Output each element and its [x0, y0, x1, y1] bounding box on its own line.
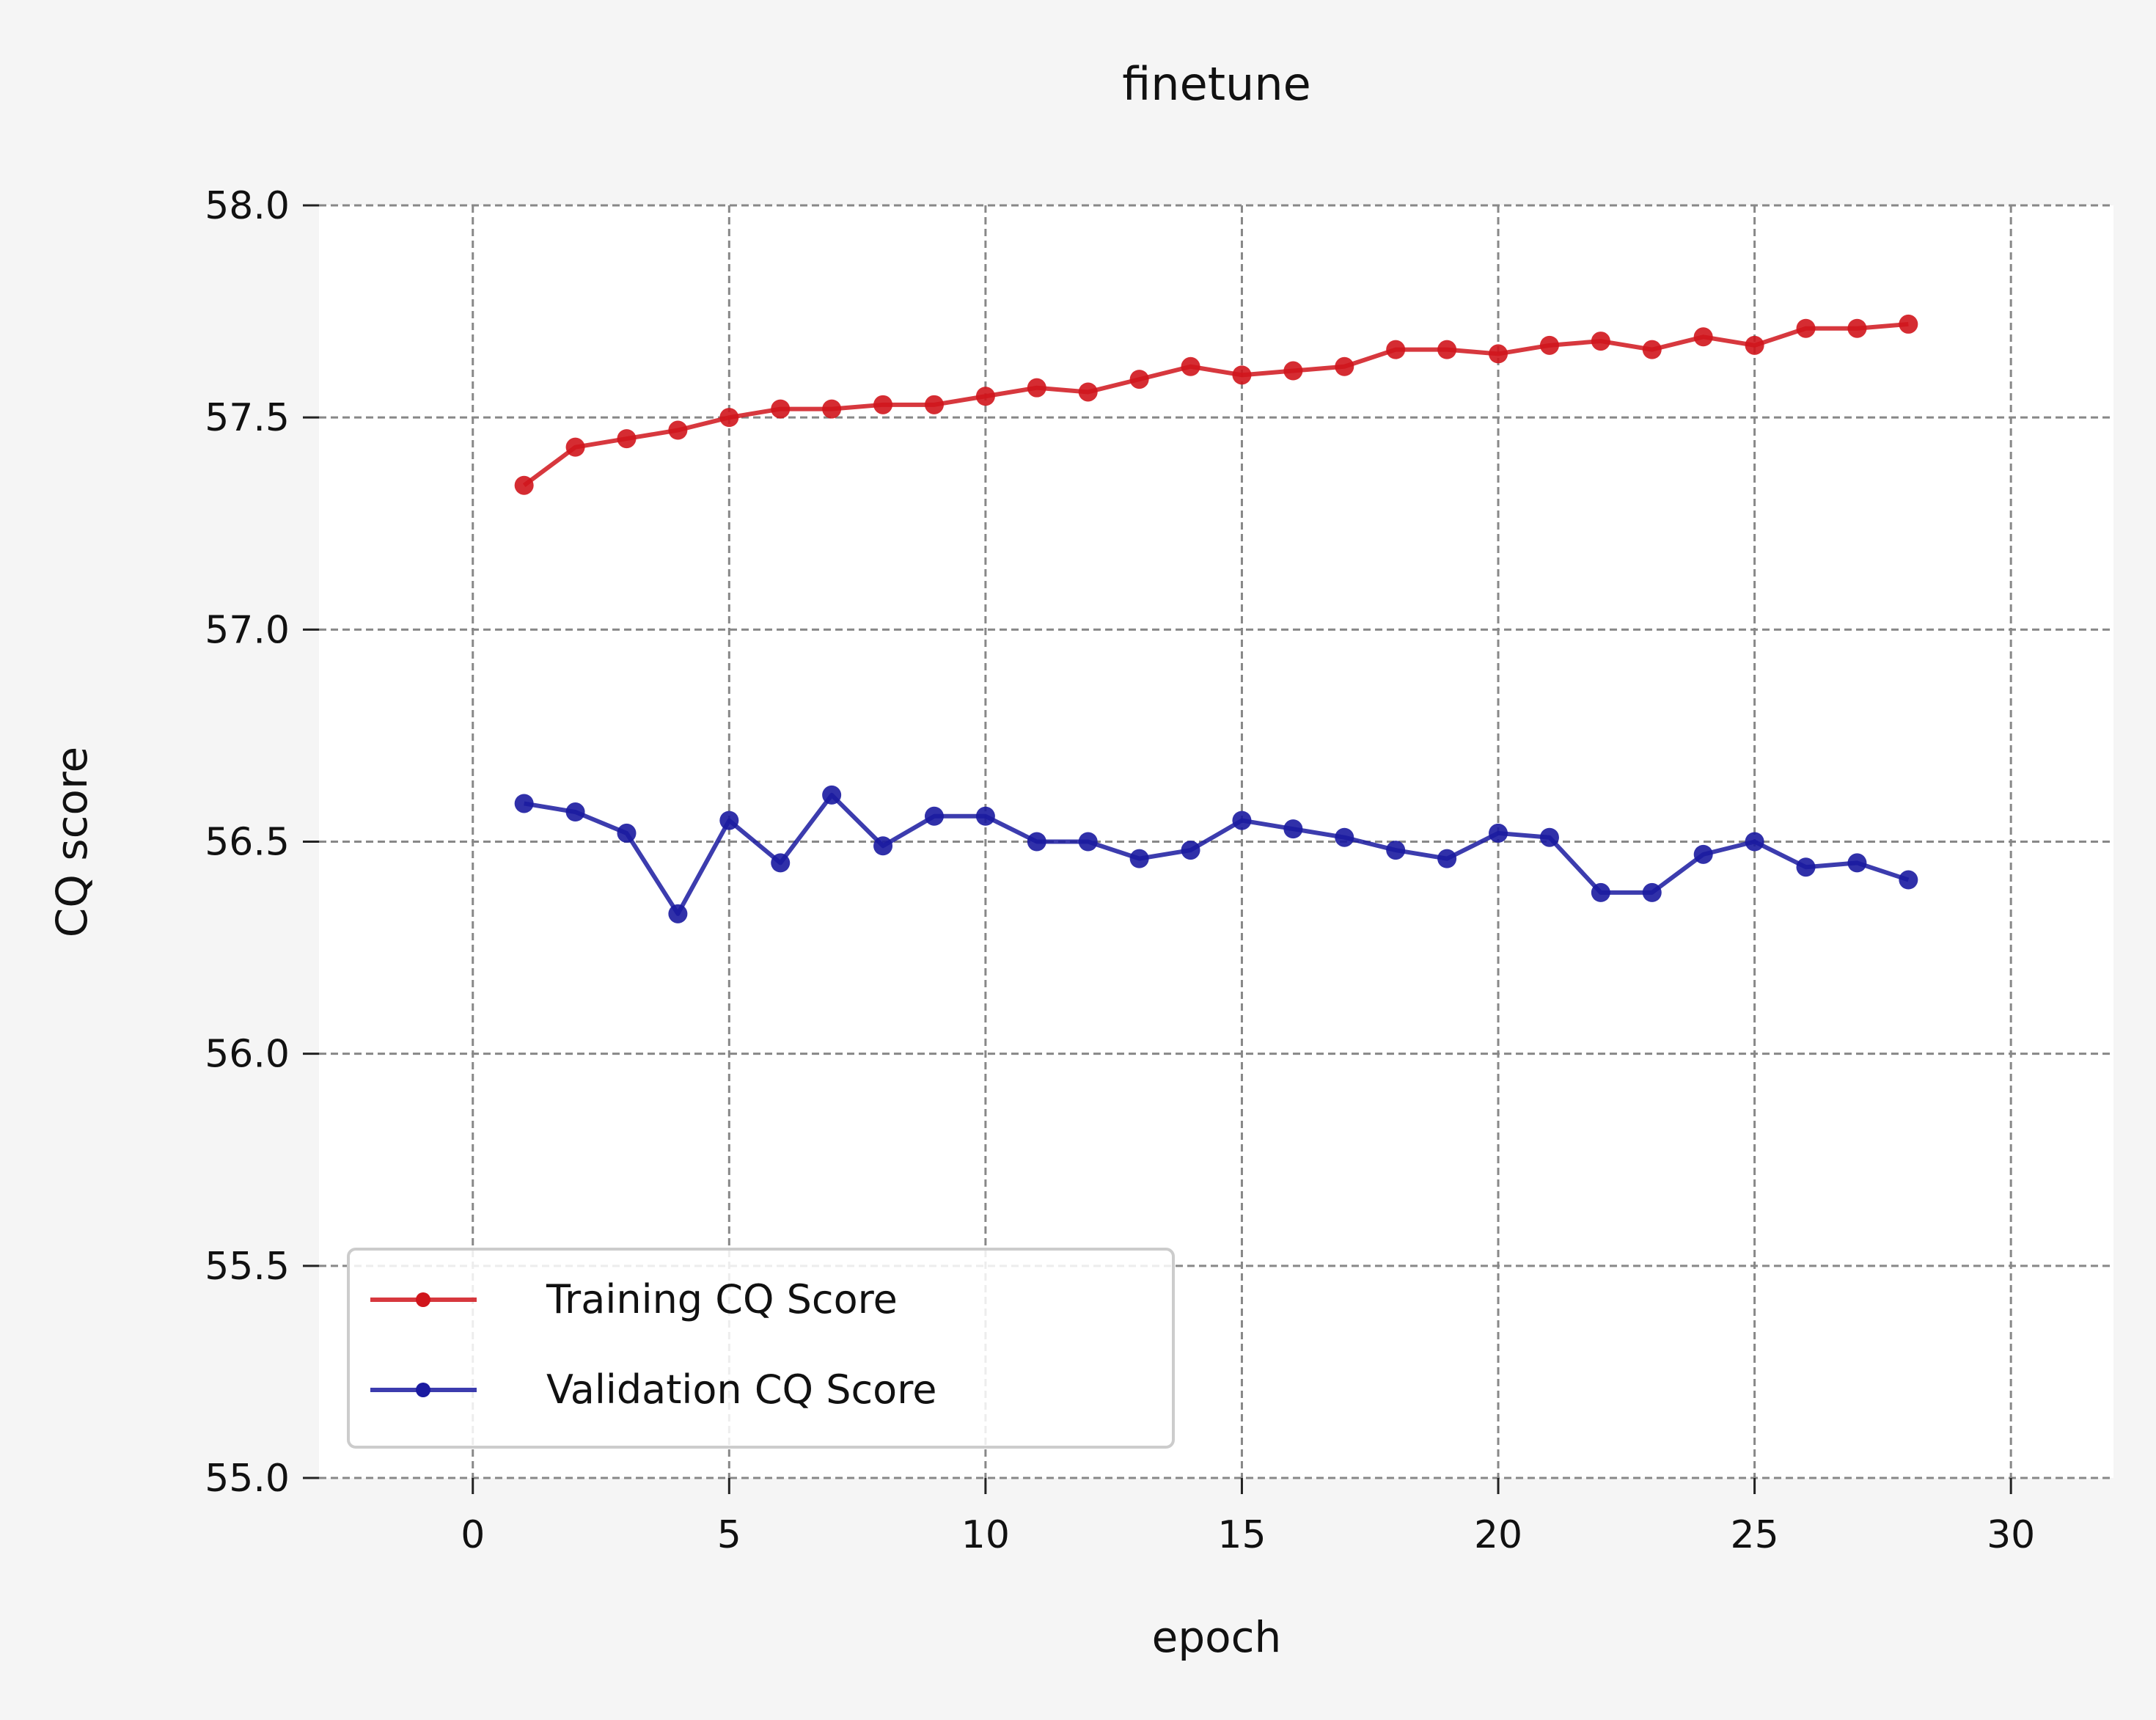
- data-point-1: [1642, 882, 1662, 902]
- legend-label-validation: Validation CQ Score: [546, 1366, 936, 1413]
- data-point-1: [924, 806, 944, 826]
- data-point-0: [1437, 340, 1457, 359]
- data-point-1: [1539, 827, 1559, 847]
- data-point-1: [771, 853, 791, 873]
- data-point-1: [1027, 832, 1046, 852]
- data-point-0: [1335, 356, 1354, 376]
- data-point-0: [514, 475, 534, 495]
- x-tick-label: 0: [461, 1513, 485, 1557]
- data-point-0: [924, 395, 944, 414]
- y-tick-label: 56.0: [205, 1033, 290, 1077]
- data-point-0: [1489, 344, 1508, 364]
- data-point-1: [822, 785, 842, 805]
- series-layer: [514, 314, 1918, 923]
- y-axis-label: CQ score: [47, 747, 97, 937]
- data-point-0: [771, 399, 791, 419]
- data-point-1: [668, 904, 688, 923]
- data-point-1: [1283, 819, 1303, 839]
- data-point-1: [565, 802, 585, 822]
- data-point-0: [1181, 356, 1200, 376]
- y-tick-label: 57.5: [205, 396, 290, 440]
- legend-box: [347, 1248, 1175, 1449]
- data-point-1: [1335, 827, 1354, 847]
- legend-marker-training: [416, 1292, 430, 1307]
- data-point-0: [565, 437, 585, 457]
- series-line-1: [524, 792, 1910, 916]
- data-point-0: [873, 395, 893, 414]
- data-point-0: [1591, 332, 1610, 351]
- axis-ticks: 55.0 55.5 56.0 56.5 57.0 57.5 58.0 0 5 10 15 20 25 30: [205, 184, 2035, 1557]
- data-point-0: [1642, 340, 1662, 359]
- y-tick-label: 58.0: [205, 184, 290, 228]
- data-point-0: [668, 420, 688, 440]
- data-point-0: [1283, 361, 1303, 381]
- data-point-0: [1796, 318, 1816, 338]
- data-point-0: [1899, 314, 1918, 334]
- x-tick-label: 25: [1731, 1513, 1779, 1557]
- data-point-1: [617, 823, 637, 843]
- data-point-0: [1232, 365, 1252, 385]
- y-tick-label: 56.5: [205, 821, 290, 865]
- data-point-0: [1693, 327, 1713, 347]
- data-point-0: [617, 429, 637, 449]
- data-point-0: [1078, 382, 1098, 402]
- y-tick-label: 57.0: [205, 608, 290, 652]
- data-point-0: [1539, 335, 1559, 355]
- legend-label-training: Training CQ Score: [546, 1276, 898, 1322]
- data-point-1: [719, 810, 739, 830]
- data-point-1: [1693, 844, 1713, 864]
- chart-title: finetune: [1122, 57, 1311, 111]
- y-tick-label: 55.5: [205, 1245, 290, 1289]
- y-tick-label: 55.0: [205, 1457, 290, 1501]
- legend-marker-validation: [416, 1383, 430, 1397]
- data-point-1: [1129, 849, 1149, 868]
- legend: Training CQ Score Validation CQ Score: [347, 1248, 1175, 1449]
- data-point-1: [514, 794, 534, 813]
- data-point-1: [1591, 882, 1610, 902]
- data-point-0: [822, 399, 842, 419]
- data-point-1: [873, 836, 893, 856]
- data-point-1: [1181, 841, 1200, 860]
- data-point-0: [1027, 378, 1046, 398]
- data-point-0: [719, 408, 739, 428]
- data-point-0: [975, 387, 995, 406]
- data-point-1: [1386, 841, 1406, 860]
- data-point-1: [1437, 849, 1457, 868]
- data-point-0: [1386, 340, 1406, 359]
- data-point-1: [1796, 857, 1816, 877]
- data-point-1: [1899, 870, 1918, 890]
- data-point-1: [1489, 823, 1508, 843]
- x-tick-label: 5: [717, 1513, 741, 1557]
- data-point-0: [1847, 318, 1867, 338]
- data-point-0: [1745, 335, 1764, 355]
- x-axis-label: epoch: [1152, 1612, 1282, 1662]
- data-point-1: [1232, 810, 1252, 830]
- data-point-1: [1847, 853, 1867, 873]
- x-tick-label: 10: [961, 1513, 1010, 1557]
- series-line-0: [522, 321, 1909, 488]
- data-point-0: [1129, 370, 1149, 389]
- data-point-1: [1078, 832, 1098, 852]
- data-point-1: [975, 806, 995, 826]
- x-tick-label: 15: [1217, 1513, 1266, 1557]
- x-tick-label: 30: [1987, 1513, 2035, 1557]
- x-tick-label: 20: [1474, 1513, 1522, 1557]
- data-point-1: [1745, 832, 1764, 852]
